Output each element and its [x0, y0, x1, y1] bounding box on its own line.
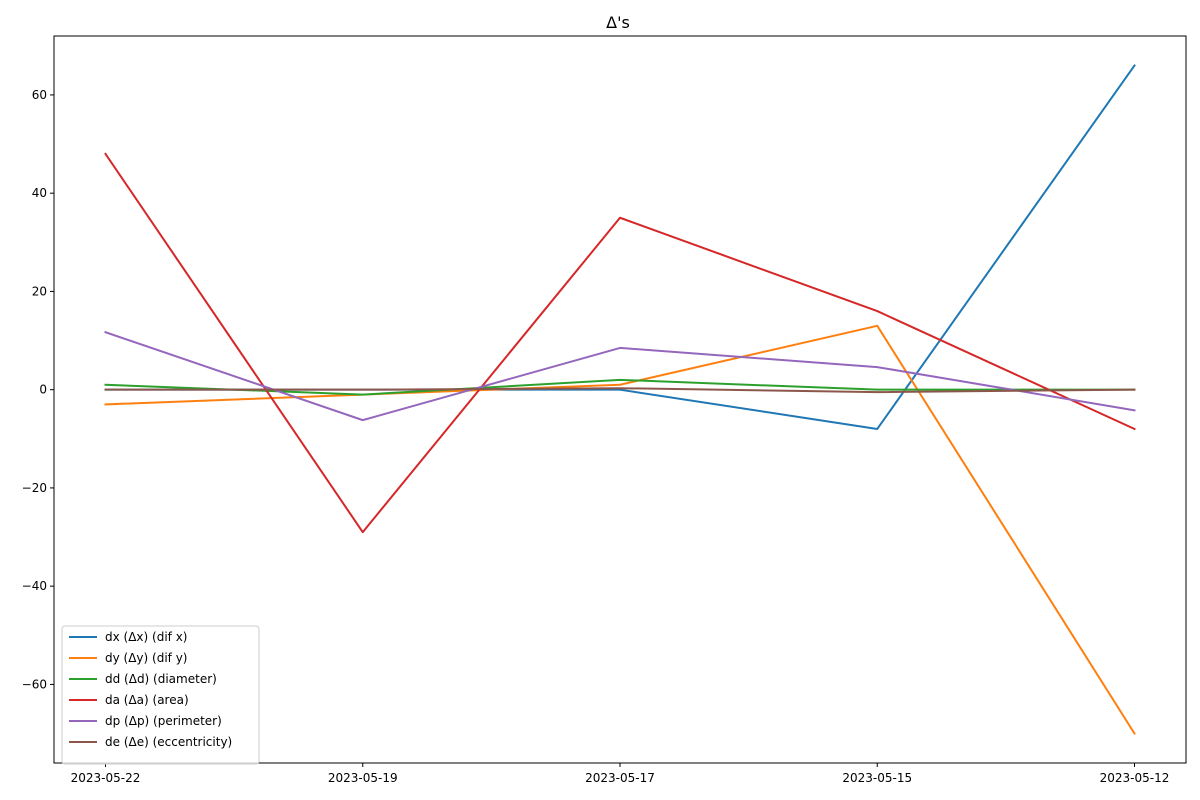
x-tick-label-4: 2023-05-12 — [1100, 771, 1170, 785]
y-tick-label-3: 0 — [39, 383, 47, 397]
series-line-3 — [104, 152, 1136, 534]
x-tick-label-3: 2023-05-15 — [842, 771, 912, 785]
series-line-1 — [104, 324, 1136, 735]
x-axis: 2023-05-22 2023-05-19 2023-05-17 2023-05-15… — [71, 763, 1170, 785]
legend-label-4: dp (Δp) (perimeter) — [105, 714, 222, 728]
legend: dx (Δx) (dif x) dy (Δy) (dif y) dd (Δd) (d… — [61, 625, 260, 765]
y-axis: −60 −40 −20 0 20 40 60 — [22, 88, 54, 691]
legend-label-0: dx (Δx) (dif x) — [105, 630, 187, 644]
legend-label-5: de (Δe) (eccentricity) — [105, 735, 232, 749]
y-tick-label-1: −40 — [22, 579, 47, 593]
y-tick-label-0: −60 — [22, 677, 47, 691]
y-tick-label-5: 40 — [32, 186, 47, 200]
legend-label-2: dd (Δd) (diameter) — [105, 672, 217, 686]
y-tick-label-6: 60 — [32, 88, 47, 102]
y-tick-label-2: −20 — [22, 481, 47, 495]
series-layer — [104, 64, 1136, 735]
x-tick-label-0: 2023-05-22 — [71, 771, 141, 785]
chart-title: Δ's — [606, 13, 630, 32]
series-line-5 — [104, 387, 1136, 394]
x-tick-label-1: 2023-05-19 — [328, 771, 398, 785]
legend-label-1: dy (Δy) (dif y) — [105, 651, 187, 665]
legend-label-3: da (Δa) (area) — [105, 693, 189, 707]
x-tick-label-2: 2023-05-17 — [585, 771, 655, 785]
y-tick-label-4: 20 — [32, 284, 47, 298]
series-line-4 — [104, 330, 1136, 422]
legend-box — [61, 625, 260, 765]
